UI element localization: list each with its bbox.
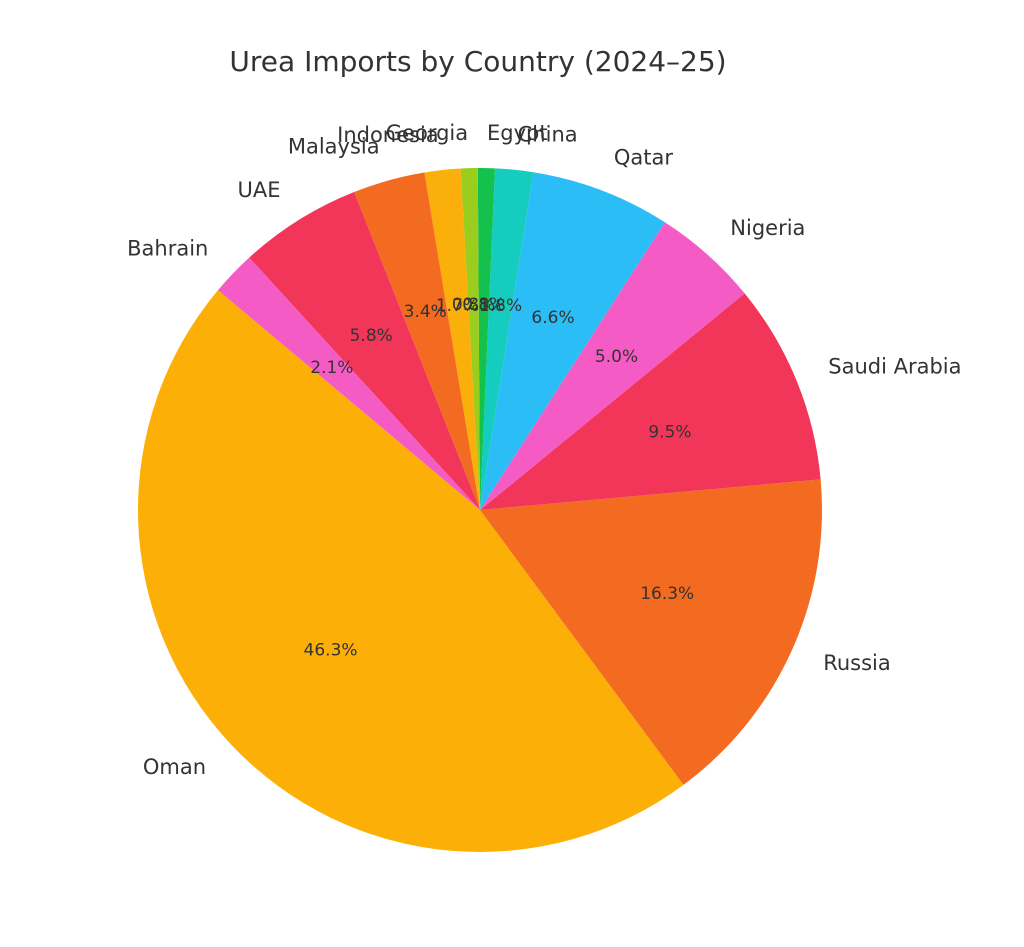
category-label: Georgia [386,121,468,145]
category-label: Egypt [487,121,548,145]
pie-slice [424,168,480,510]
category-label: Qatar [614,145,674,169]
category-label: China [518,123,578,147]
pie-slice [480,479,822,785]
pie-slice [477,168,495,510]
category-label: Malaysia [288,134,380,158]
value-label: 5.0% [595,347,638,367]
value-label: 0.8% [462,295,505,315]
value-label: 46.3% [304,641,358,661]
pie-slice [354,172,480,511]
pie-slice [480,293,821,510]
pie-slice [249,191,480,511]
category-label: Nigeria [730,216,805,240]
value-label: 5.8% [350,326,393,346]
category-label: Saudi Arabia [828,355,961,379]
category-label: Russia [823,651,891,675]
pie-slice [137,290,684,853]
value-label: 1.8% [479,296,522,316]
value-label: 0.8% [452,295,495,315]
value-label: 16.3% [640,584,694,604]
value-label: 1.7% [436,296,479,316]
value-label: 9.5% [648,422,691,442]
category-label: Indonesia [337,123,439,147]
pie-slice [480,168,534,511]
value-label: 2.1% [310,358,353,378]
pie-slice [460,168,480,510]
value-label: 3.4% [404,302,447,322]
pie-slice [480,222,745,510]
chart-title: Urea Imports by Country (2024–25) [229,45,726,78]
value-label: 6.6% [531,308,574,328]
pie-slice [218,257,480,510]
pie-slice [480,172,665,511]
category-label: Oman [143,755,206,779]
category-label: Bahrain [127,237,208,261]
category-label: UAE [238,178,281,202]
